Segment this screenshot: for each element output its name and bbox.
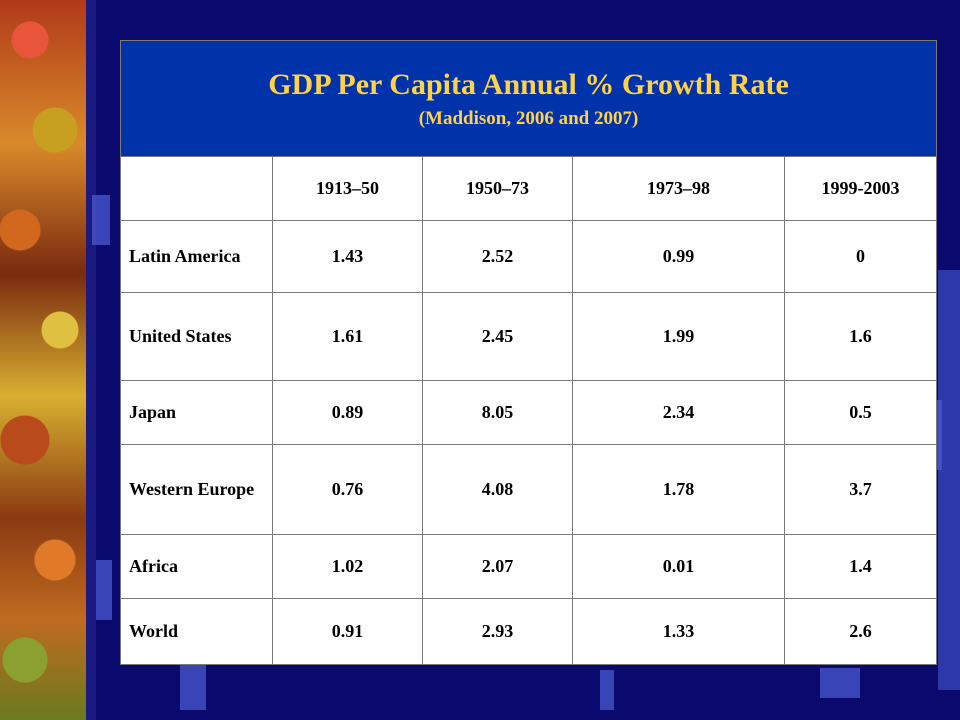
table-cell: 0.76 xyxy=(272,444,423,535)
table-row: Latin America 1.43 2.52 0.99 0 xyxy=(120,220,937,293)
row-label: Africa xyxy=(120,534,273,599)
table-cell: 1.6 xyxy=(784,292,937,381)
decorative-block xyxy=(938,270,960,690)
table-cell: 0.01 xyxy=(572,534,785,599)
decorative-gear-strip xyxy=(0,0,86,720)
page-subtitle: (Maddison, 2006 and 2007) xyxy=(418,107,639,129)
table-row: Africa 1.02 2.07 0.01 1.4 xyxy=(120,534,937,599)
table-cell: 3.7 xyxy=(784,444,937,535)
table-cell: 4.08 xyxy=(422,444,573,535)
table-cell: 0.91 xyxy=(272,598,423,665)
column-header: 1999-2003 xyxy=(784,156,937,221)
table-cell: 8.05 xyxy=(422,380,573,445)
table-cell: 2.34 xyxy=(572,380,785,445)
table-cell: 0.89 xyxy=(272,380,423,445)
table-cell: 2.45 xyxy=(422,292,573,381)
table-cell: 1.02 xyxy=(272,534,423,599)
table-row: Japan 0.89 8.05 2.34 0.5 xyxy=(120,380,937,445)
decorative-block xyxy=(92,195,110,245)
table-header-row: 1913–50 1950–73 1973–98 1999-2003 xyxy=(120,156,937,221)
decorative-block xyxy=(96,560,112,620)
row-label: Western Europe xyxy=(120,444,273,535)
table-cell: 0 xyxy=(784,220,937,293)
decorative-block xyxy=(600,670,614,710)
table-row: Western Europe 0.76 4.08 1.78 3.7 xyxy=(120,444,937,535)
decorative-block xyxy=(180,665,206,710)
table-cell: 0.5 xyxy=(784,380,937,445)
decorative-edge xyxy=(86,0,96,720)
table-cell: 1.78 xyxy=(572,444,785,535)
table-cell: 2.07 xyxy=(422,534,573,599)
table-cell: 2.52 xyxy=(422,220,573,293)
table-row: World 0.91 2.93 1.33 2.6 xyxy=(120,598,937,665)
title-band: GDP Per Capita Annual % Growth Rate (Mad… xyxy=(120,40,937,157)
table-cell: 1.99 xyxy=(572,292,785,381)
table-row: United States 1.61 2.45 1.99 1.6 xyxy=(120,292,937,381)
table-cell: 1.61 xyxy=(272,292,423,381)
empty-corner-cell xyxy=(120,156,273,221)
column-header: 1950–73 xyxy=(422,156,573,221)
table-cell: 1.33 xyxy=(572,598,785,665)
row-label: World xyxy=(120,598,273,665)
column-header: 1913–50 xyxy=(272,156,423,221)
table-cell: 1.43 xyxy=(272,220,423,293)
row-label: Latin America xyxy=(120,220,273,293)
table-cell: 1.4 xyxy=(784,534,937,599)
page-title: GDP Per Capita Annual % Growth Rate xyxy=(268,67,789,101)
table-cell: 2.6 xyxy=(784,598,937,665)
column-header: 1973–98 xyxy=(572,156,785,221)
row-label: Japan xyxy=(120,380,273,445)
table-cell: 0.99 xyxy=(572,220,785,293)
gdp-growth-table: GDP Per Capita Annual % Growth Rate (Mad… xyxy=(120,40,937,665)
decorative-block xyxy=(820,668,860,698)
row-label: United States xyxy=(120,292,273,381)
table-cell: 2.93 xyxy=(422,598,573,665)
